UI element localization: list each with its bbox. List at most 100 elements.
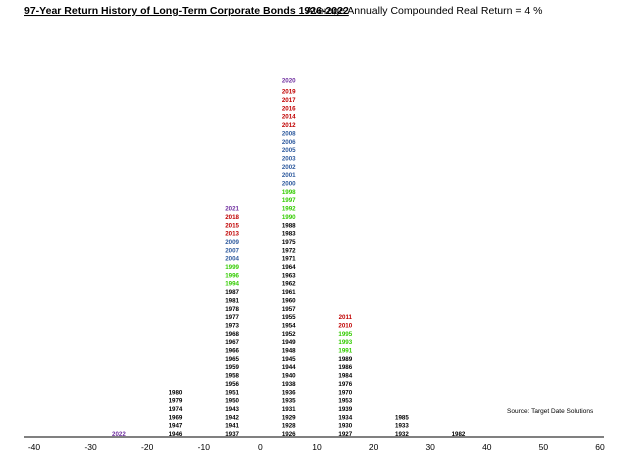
year-label: 2008	[282, 130, 296, 137]
year-label: 1998	[282, 189, 296, 196]
year-label: 1973	[225, 322, 239, 329]
year-label: 1970	[338, 389, 352, 396]
year-label: 1964	[282, 264, 296, 271]
year-label: 1978	[225, 306, 239, 313]
year-label: 2021	[225, 206, 239, 213]
year-label: 1999	[225, 264, 239, 271]
year-label: 1967	[225, 339, 239, 346]
year-label: 2001	[282, 172, 296, 179]
year-label: 1958	[225, 373, 239, 380]
year-label: 1938	[282, 381, 296, 388]
year-label: 1985	[395, 414, 409, 421]
year-label: 1926	[282, 431, 296, 438]
year-label: 1939	[338, 406, 352, 413]
year-label: 1941	[225, 423, 239, 430]
x-tick-label: 50	[539, 442, 549, 452]
year-label: 1945	[282, 356, 296, 363]
x-tick-label: 40	[482, 442, 492, 452]
chart-subtitle: Average Annually Compounded Real Return …	[306, 5, 543, 17]
year-label: 2018	[225, 214, 239, 221]
year-label: 1968	[225, 331, 239, 338]
year-label: 1962	[282, 281, 296, 288]
year-label: 1928	[282, 423, 296, 430]
year-label: 2004	[225, 256, 239, 263]
x-tick-label: -20	[141, 442, 154, 452]
year-label: 1979	[169, 398, 183, 405]
year-label: 1956	[225, 381, 239, 388]
year-label: 1930	[338, 423, 352, 430]
source-note: Source: Target Date Solutions	[507, 408, 594, 415]
year-label: 1976	[338, 381, 352, 388]
year-label: 2011	[339, 314, 353, 321]
year-label: 1929	[282, 414, 296, 421]
year-label: 1957	[282, 306, 296, 313]
year-label: 1940	[282, 373, 296, 380]
year-label: 1950	[225, 398, 239, 405]
year-label: 1993	[338, 339, 352, 346]
year-label: 1959	[225, 364, 239, 371]
year-label: 2016	[282, 105, 296, 112]
year-label: 1975	[282, 239, 296, 246]
year-label: 1990	[282, 214, 296, 221]
year-label: 2019	[282, 89, 296, 96]
year-label: 1936	[282, 389, 296, 396]
year-label: 1987	[225, 289, 239, 296]
year-label: 1951	[225, 389, 239, 396]
year-label: 2007	[225, 247, 239, 254]
year-label: 1949	[282, 339, 296, 346]
year-label: 2002	[282, 164, 296, 171]
year-label: 2003	[282, 155, 296, 162]
year-label: 2009	[225, 239, 239, 246]
year-label: 2012	[282, 122, 296, 129]
year-label: 1942	[225, 414, 239, 421]
year-label: 1974	[169, 406, 183, 413]
year-label: 1932	[395, 431, 409, 438]
year-label: 1972	[282, 247, 296, 254]
year-label: 1997	[282, 197, 296, 204]
x-tick-label: -10	[198, 442, 211, 452]
year-label: 1931	[282, 406, 296, 413]
year-label: 1961	[282, 289, 296, 296]
year-label: 1971	[282, 256, 296, 263]
year-label: 1995	[338, 331, 352, 338]
year-label: 2020	[282, 78, 296, 85]
year-label: 1933	[395, 423, 409, 430]
year-label: 1960	[282, 297, 296, 304]
year-label: 1977	[225, 314, 239, 321]
year-label: 1946	[169, 431, 183, 438]
year-label: 1994	[225, 281, 239, 288]
year-label: 1981	[225, 297, 239, 304]
year-label: 1982	[452, 431, 466, 438]
x-tick-label: 60	[595, 442, 605, 452]
x-tick-label: 30	[425, 442, 435, 452]
year-label: 2010	[338, 322, 352, 329]
year-label: 1935	[282, 398, 296, 405]
year-label: 1955	[282, 314, 296, 321]
year-label: 1983	[282, 231, 296, 238]
year-label: 1986	[338, 364, 352, 371]
year-label: 1965	[225, 356, 239, 363]
year-label: 1944	[282, 364, 296, 371]
year-label: 2000	[282, 181, 296, 188]
year-label: 2022	[112, 431, 126, 438]
year-label: 1927	[338, 431, 352, 438]
year-label: 1988	[282, 222, 296, 229]
year-label: 1966	[225, 348, 239, 355]
year-label: 1952	[282, 331, 296, 338]
chart-title: 97-Year Return History of Long-Term Corp…	[24, 5, 349, 17]
year-label: 1984	[338, 373, 352, 380]
year-label: 1996	[225, 272, 239, 279]
x-axis-ticks: -40 -30 -20 -10 0 10 20 30 40 50 60	[28, 442, 605, 452]
year-label: 1947	[169, 423, 183, 430]
year-label: 1963	[282, 272, 296, 279]
year-label: 2005	[282, 147, 296, 154]
x-tick-label: 10	[312, 442, 322, 452]
year-label: 1969	[169, 414, 183, 421]
x-tick-label: 20	[369, 442, 379, 452]
year-label: 1948	[282, 348, 296, 355]
x-tick-label: -40	[28, 442, 41, 452]
year-label: 1937	[225, 431, 239, 438]
year-label: 1934	[338, 414, 352, 421]
